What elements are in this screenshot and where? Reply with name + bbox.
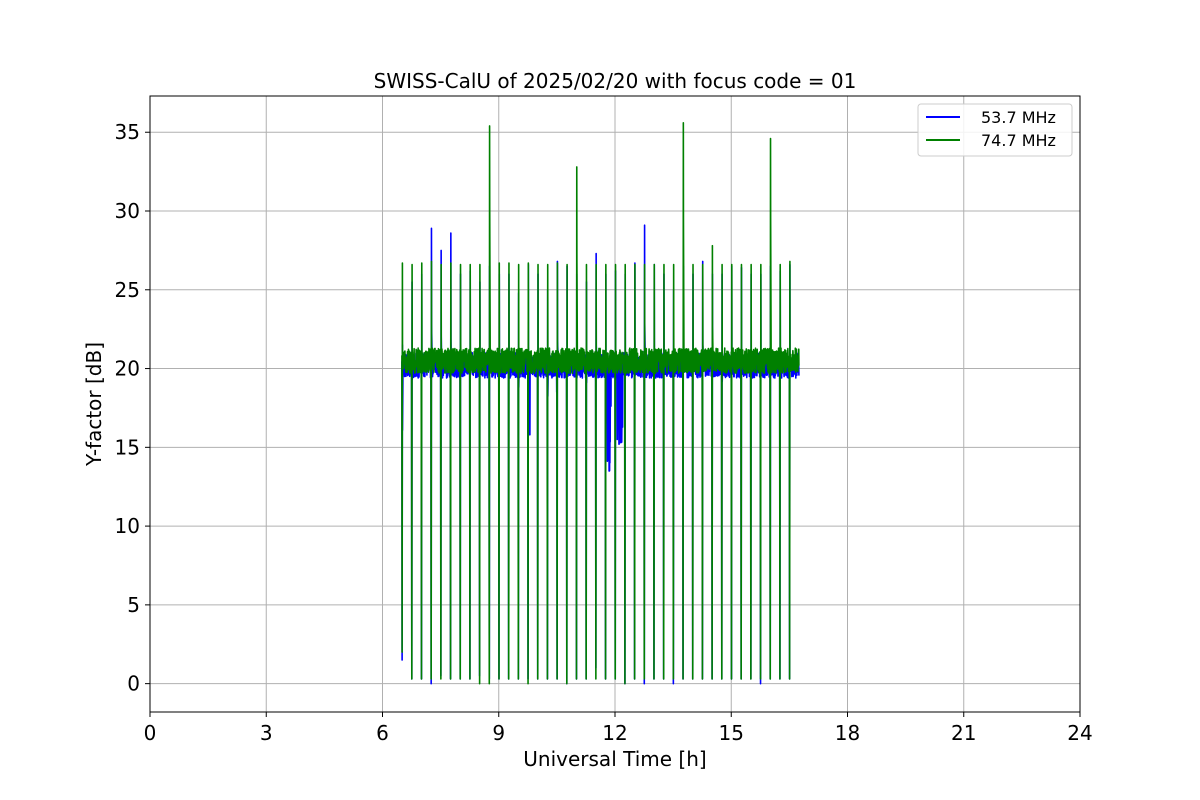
y-tick-label: 0 [127,672,140,696]
y-axis-label: Y-factor [dB] [82,342,106,467]
y-tick-label: 15 [115,435,140,459]
legend-label-53-7: 53.7 MHz [981,108,1056,127]
x-tick-label: 3 [260,721,273,745]
y-tick-label: 10 [115,514,140,538]
y-tick-label: 5 [127,593,140,617]
y-tick-label: 35 [115,120,140,144]
y-tick-label: 20 [115,357,140,381]
legend: 53.7 MHz 74.7 MHz [917,103,1073,157]
x-tick-label: 12 [602,721,627,745]
y-tick-label: 25 [115,278,140,302]
chart-title: SWISS-CalU of 2025/02/20 with focus code… [374,69,857,93]
x-axis-label: Universal Time [h] [523,747,706,771]
x-tick-label: 0 [144,721,157,745]
x-tick-label: 9 [492,721,505,745]
y-tick-label: 30 [115,199,140,223]
x-tick-label: 18 [835,721,860,745]
series-layer [401,121,800,685]
x-tick-label: 21 [951,721,976,745]
legend-label-74-7: 74.7 MHz [981,131,1056,150]
x-tick-label: 6 [376,721,389,745]
x-tick-label: 24 [1067,721,1092,745]
series-line-74-7-mhz [401,121,800,685]
x-tick-label: 15 [719,721,744,745]
ticks-layer: 0 3 6 9 12 15 18 21 24 0 5 10 15 20 25 30 35 [115,120,1093,745]
